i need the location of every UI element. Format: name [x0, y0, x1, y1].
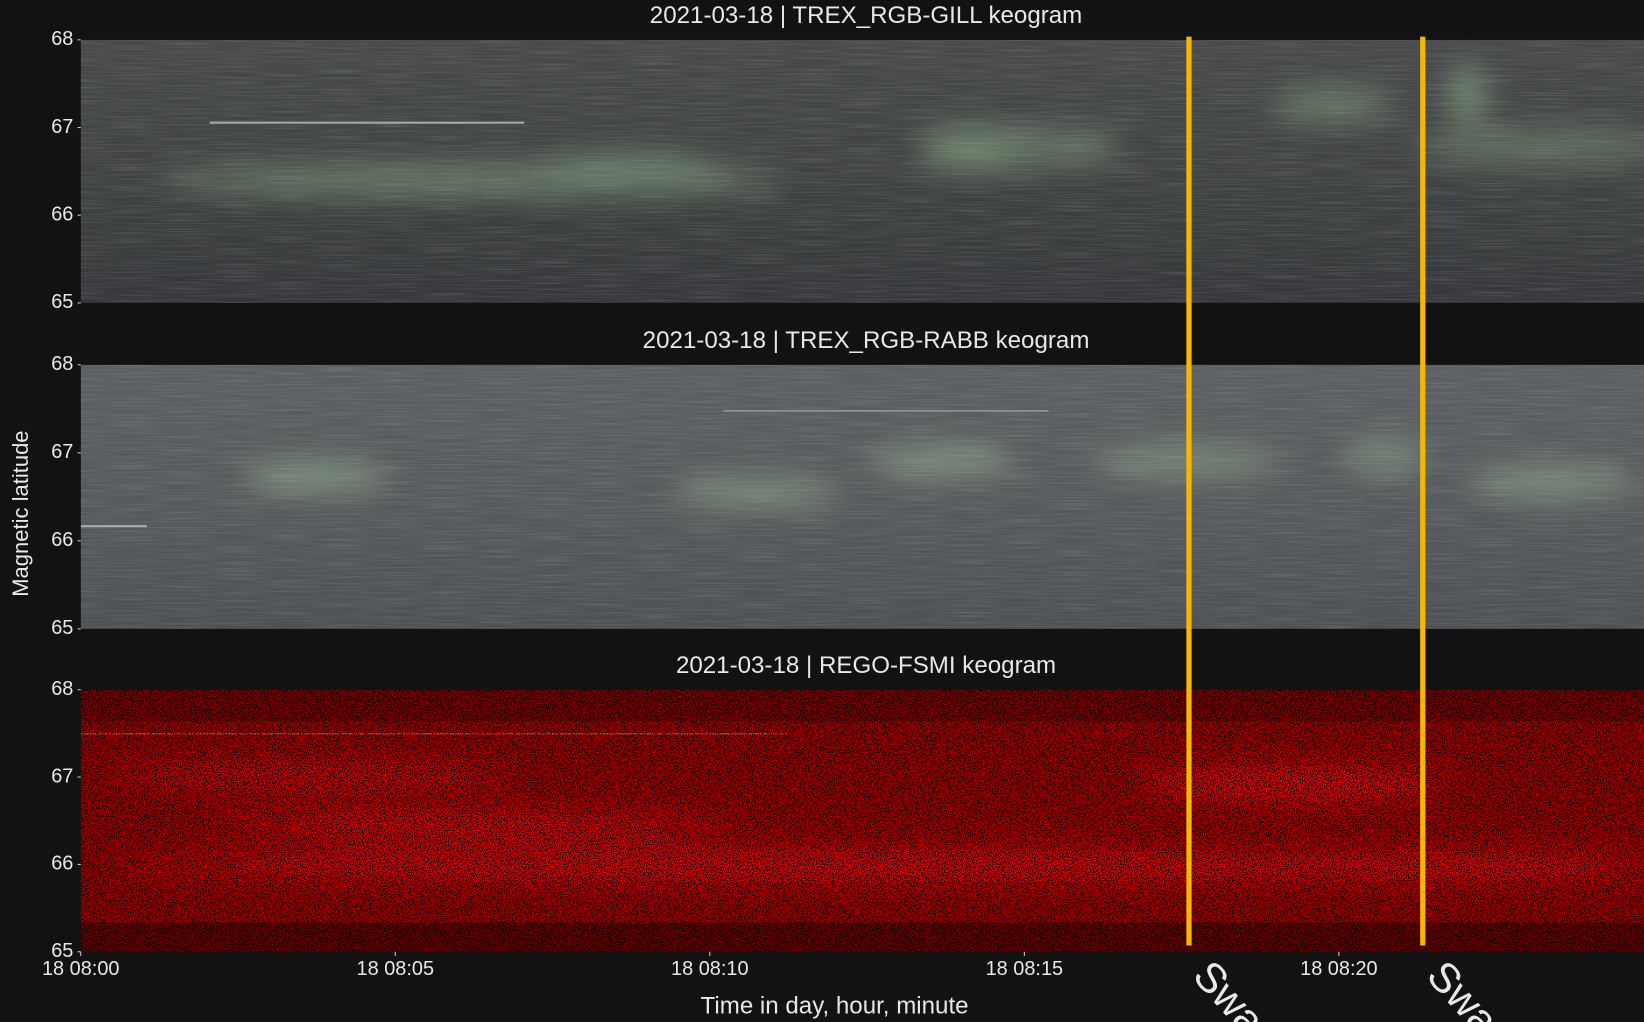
- y-tick-label: 68: [51, 28, 73, 50]
- y-tick-label: 67: [51, 116, 73, 138]
- event-label: Swa: [1418, 952, 1508, 1022]
- y-tick-label: 68: [51, 353, 73, 375]
- x-tick-label: 18 08:15: [986, 958, 1064, 980]
- keogram-image: [81, 40, 1644, 303]
- x-tick-label: 18 08:20: [1300, 958, 1378, 980]
- chart: 2021-03-18 | TREX_RGB-GILL keogram 65 66 67…: [0, 0, 1644, 1022]
- keogram-image: [81, 690, 1644, 952]
- event-label: Swa: [1185, 952, 1275, 1022]
- y-tick-label: 66: [51, 529, 73, 551]
- y-tick-label: 65: [51, 291, 73, 313]
- y-tick-label: 67: [51, 441, 73, 463]
- x-tick-label: 18 08:10: [671, 958, 749, 980]
- keogram-image: [81, 365, 1644, 629]
- y-axis-label: Magnetic latitude: [8, 430, 33, 596]
- x-tick-label: 18 08:05: [357, 958, 435, 980]
- y-tick-label: 66: [51, 853, 73, 875]
- panel-title: 2021-03-18 | REGO-FSMI keogram: [676, 652, 1056, 679]
- panel-title: 2021-03-18 | TREX_RGB-RABB keogram: [643, 327, 1090, 354]
- y-tick-label: 67: [51, 765, 73, 787]
- y-tick-label: 65: [51, 617, 73, 639]
- x-tick-label: 18 08:00: [42, 958, 120, 980]
- x-axis-label: Time in day, hour, minute: [701, 993, 969, 1020]
- panel-title: 2021-03-18 | TREX_RGB-GILL keogram: [650, 2, 1082, 29]
- y-tick-label: 66: [51, 203, 73, 225]
- page: 2021-03-18 | TREX_RGB-GILL keogram 65 66 67…: [0, 0, 1644, 1022]
- y-tick-label: 68: [51, 678, 73, 700]
